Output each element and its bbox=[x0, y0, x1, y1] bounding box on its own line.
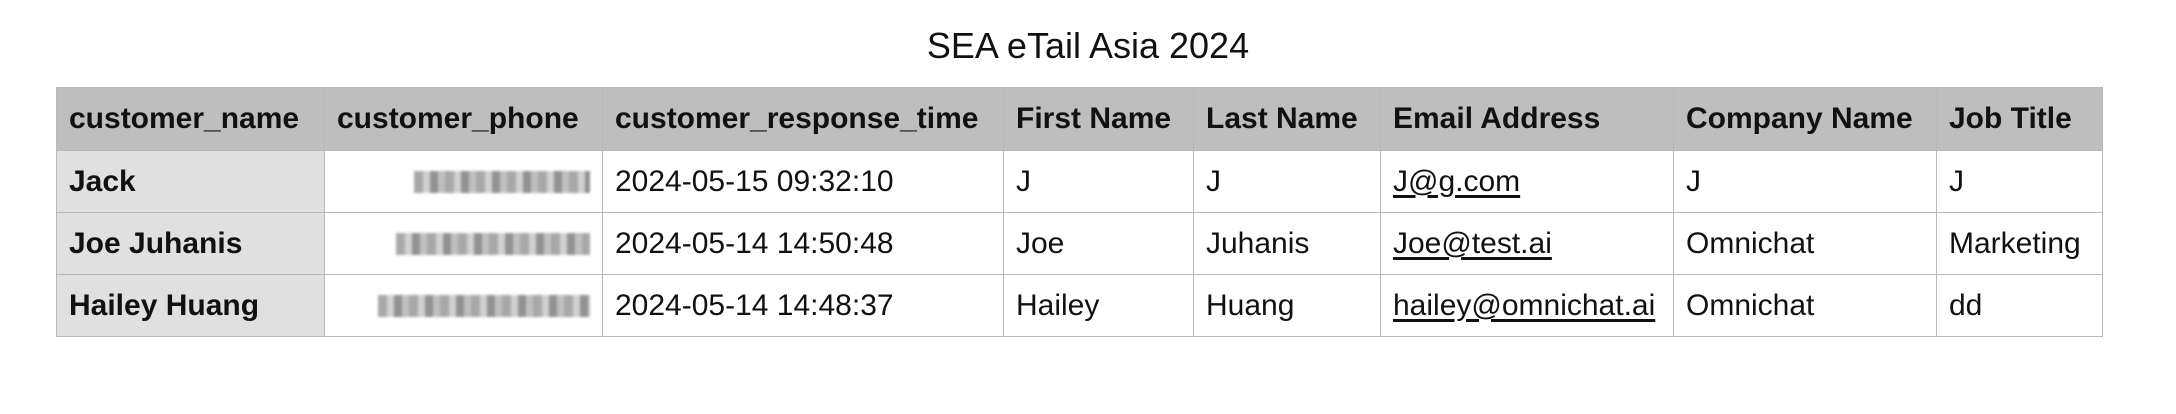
table-row: Joe Juhanis 2024-05-14 14:50:48 Joe Juha… bbox=[56, 212, 2103, 275]
cell-response-time[interactable]: 2024-05-14 14:48:37 bbox=[602, 274, 1004, 337]
cell-customer-name[interactable]: Hailey Huang bbox=[56, 274, 325, 337]
column-header-customer-name[interactable]: customer_name bbox=[56, 87, 325, 151]
column-header-first-name[interactable]: First Name bbox=[1003, 87, 1194, 151]
cell-response-time[interactable]: 2024-05-15 09:32:10 bbox=[602, 150, 1004, 213]
cell-first-name[interactable]: Joe bbox=[1003, 212, 1194, 275]
cell-first-name[interactable]: Hailey bbox=[1003, 274, 1194, 337]
cell-email[interactable]: Joe@test.ai bbox=[1380, 212, 1674, 275]
column-header-customer-response-time[interactable]: customer_response_time bbox=[602, 87, 1004, 151]
cell-company-name[interactable]: Omnichat bbox=[1673, 212, 1937, 275]
cell-customer-phone[interactable] bbox=[324, 274, 603, 337]
email-link[interactable]: J@g.com bbox=[1393, 164, 1521, 198]
cell-email[interactable]: J@g.com bbox=[1380, 150, 1674, 213]
redacted-phone bbox=[378, 294, 590, 317]
column-header-job-title[interactable]: Job Title bbox=[1936, 87, 2103, 151]
column-header-company-name[interactable]: Company Name bbox=[1673, 87, 1937, 151]
cell-job-title[interactable]: J bbox=[1936, 150, 2103, 213]
sheet-title: SEA eTail Asia 2024 bbox=[926, 25, 1250, 66]
cell-job-title[interactable]: dd bbox=[1936, 274, 2103, 337]
cell-customer-phone[interactable] bbox=[324, 212, 603, 275]
redacted-phone bbox=[414, 170, 590, 193]
cell-customer-name[interactable]: Jack bbox=[56, 150, 325, 213]
column-header-email-address[interactable]: Email Address bbox=[1380, 87, 1674, 151]
email-link[interactable]: hailey@omnichat.ai bbox=[1393, 288, 1656, 322]
redacted-phone bbox=[396, 232, 590, 255]
cell-customer-phone[interactable] bbox=[324, 150, 603, 213]
data-table: customer_name customer_phone customer_re… bbox=[56, 87, 2103, 337]
table-row: Jack 2024-05-15 09:32:10 J J J@g.com J J bbox=[56, 150, 2103, 213]
cell-company-name[interactable]: Omnichat bbox=[1673, 274, 1937, 337]
cell-last-name[interactable]: J bbox=[1193, 150, 1381, 213]
cell-customer-name[interactable]: Joe Juhanis bbox=[56, 212, 325, 275]
cell-job-title[interactable]: Marketing bbox=[1936, 212, 2103, 275]
cell-last-name[interactable]: Juhanis bbox=[1193, 212, 1381, 275]
header-row: customer_name customer_phone customer_re… bbox=[56, 87, 2103, 151]
cell-first-name[interactable]: J bbox=[1003, 150, 1194, 213]
cell-email[interactable]: hailey@omnichat.ai bbox=[1380, 274, 1674, 337]
column-header-customer-phone[interactable]: customer_phone bbox=[324, 87, 603, 151]
column-header-last-name[interactable]: Last Name bbox=[1193, 87, 1381, 151]
table-row: Hailey Huang 2024-05-14 14:48:37 Hailey … bbox=[56, 274, 2103, 337]
cell-last-name[interactable]: Huang bbox=[1193, 274, 1381, 337]
cell-response-time[interactable]: 2024-05-14 14:50:48 bbox=[602, 212, 1004, 275]
cell-company-name[interactable]: J bbox=[1673, 150, 1937, 213]
email-link[interactable]: Joe@test.ai bbox=[1393, 226, 1552, 260]
